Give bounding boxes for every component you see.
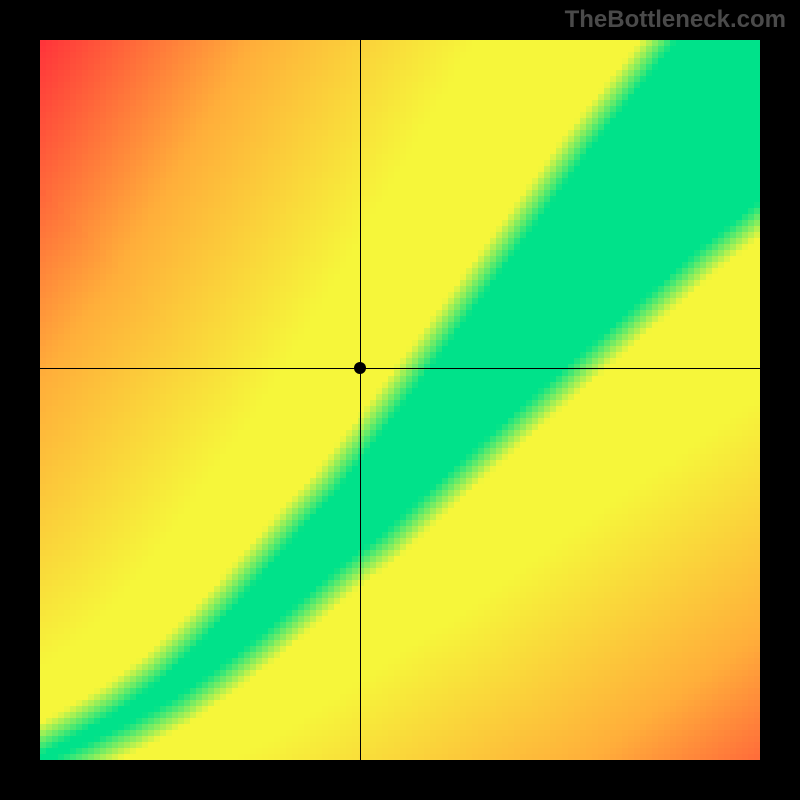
watermark-text: TheBottleneck.com xyxy=(565,6,786,34)
marker-dot xyxy=(354,362,366,374)
chart-container: TheBottleneck.com xyxy=(0,0,800,800)
heatmap-canvas xyxy=(40,40,760,760)
crosshair-horizontal xyxy=(40,368,760,369)
plot-area xyxy=(40,40,760,760)
crosshair-vertical xyxy=(360,40,361,760)
